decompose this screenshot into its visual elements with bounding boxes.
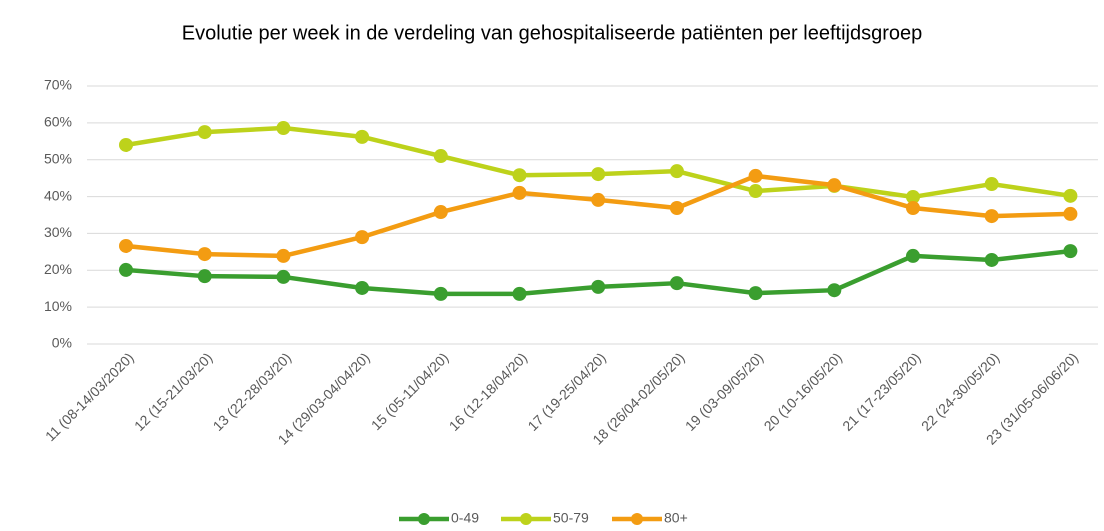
data-point <box>355 280 370 295</box>
data-point <box>669 164 684 179</box>
chart-title: Evolutie per week in de verdeling van ge… <box>182 22 922 44</box>
y-tick-label: 20% <box>44 261 72 277</box>
y-tick-label: 0% <box>52 335 72 351</box>
legend-label: 0-49 <box>451 510 479 526</box>
y-tick-label: 50% <box>44 150 72 166</box>
data-point <box>906 200 920 215</box>
x-tick-label: 13 (22-28/03/20) <box>210 349 295 434</box>
data-point <box>748 286 763 301</box>
y-tick-label: 60% <box>44 114 72 130</box>
legend-marker <box>520 513 532 525</box>
data-point <box>433 149 448 164</box>
data-point <box>1063 244 1078 259</box>
data-point <box>906 248 920 263</box>
data-point <box>433 286 448 301</box>
data-point <box>355 230 370 245</box>
data-point <box>197 125 212 140</box>
data-point <box>669 276 684 291</box>
y-tick-label: 30% <box>44 224 72 240</box>
data-point <box>197 247 212 262</box>
data-point <box>119 262 133 277</box>
legend-label: 50-79 <box>553 510 589 526</box>
data-point <box>748 168 763 183</box>
data-point <box>827 178 842 193</box>
data-point <box>827 283 842 298</box>
x-tick-label: 17 (19-25/04/20) <box>524 349 609 434</box>
data-point <box>669 200 684 215</box>
legend-marker <box>418 513 430 525</box>
data-point <box>276 121 291 136</box>
data-point <box>433 205 448 220</box>
legend-label: 80+ <box>664 510 688 526</box>
x-tick-label: 12 (15-21/03/20) <box>131 349 216 434</box>
x-tick-label: 11 (08-14/03/2020) <box>42 349 137 444</box>
y-tick-label: 10% <box>44 298 72 314</box>
data-point <box>906 189 920 204</box>
series-line <box>125 125 1071 200</box>
data-point <box>984 177 999 192</box>
data-point <box>355 129 370 144</box>
data-point <box>1063 206 1078 221</box>
data-point <box>512 168 527 183</box>
data-point <box>119 137 133 152</box>
series-line <box>125 173 1071 259</box>
x-tick-label: 20 (10-16/05/20) <box>761 349 846 434</box>
x-tick-label: 22 (24-30/05/20) <box>918 349 1003 434</box>
data-point <box>276 269 291 284</box>
data-point <box>512 185 527 200</box>
data-point <box>276 248 291 263</box>
data-point <box>197 269 212 284</box>
y-tick-label: 70% <box>44 77 72 93</box>
data-point <box>984 209 999 224</box>
data-point <box>591 192 606 207</box>
x-tick-label: 16 (12-18/04/20) <box>446 349 531 434</box>
data-point <box>591 279 606 294</box>
data-point <box>748 184 763 199</box>
x-tick-label: 15 (05-11/04/20) <box>368 349 452 433</box>
x-tick-label: 19 (03-09/05/20) <box>682 349 767 434</box>
data-point <box>119 238 133 253</box>
x-tick-label: 21 (17-23/05/20) <box>839 349 924 434</box>
data-point <box>512 286 527 301</box>
legend-marker <box>631 513 643 525</box>
data-point <box>1063 188 1078 203</box>
y-tick-label: 40% <box>44 187 72 203</box>
data-point <box>591 167 606 182</box>
data-point <box>984 252 999 267</box>
